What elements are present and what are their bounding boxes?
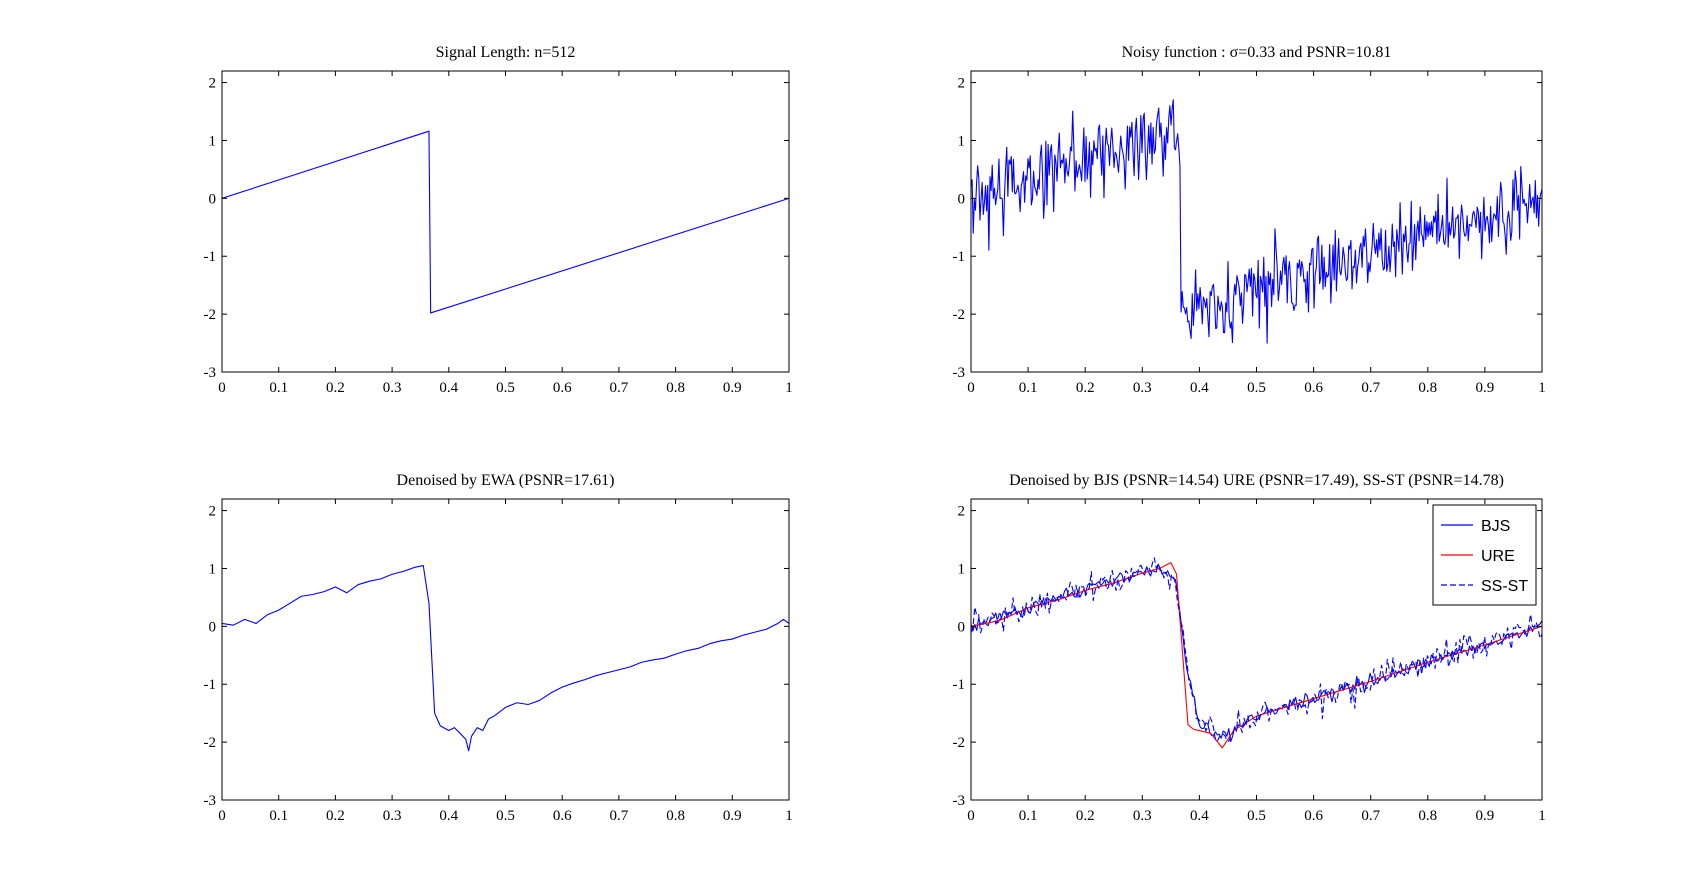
x-tick-label: 0.1 <box>1019 380 1038 396</box>
x-tick-label: 0 <box>967 380 975 396</box>
x-tick-label: 0.3 <box>1133 380 1152 396</box>
y-tick-label: 0 <box>958 191 966 207</box>
y-tick-label: -2 <box>204 735 217 751</box>
series-line <box>971 99 1542 344</box>
x-tick-label: 0.4 <box>1190 808 1209 824</box>
subplot-title: Denoised by EWA (PSNR=17.61) <box>397 472 615 489</box>
x-tick-label: 0.6 <box>1304 808 1323 824</box>
y-tick-label: 0 <box>209 619 217 635</box>
x-tick-label: 0.3 <box>1133 808 1152 824</box>
x-tick-label: 0.8 <box>666 380 685 396</box>
y-tick-label: -1 <box>204 677 217 693</box>
x-tick-label: 0.1 <box>1019 808 1038 824</box>
x-tick-label: 0.2 <box>326 380 345 396</box>
series-ss-st-line <box>971 557 1542 743</box>
x-tick-label: 0 <box>967 808 975 824</box>
y-tick-label: -2 <box>204 307 217 323</box>
axes-box <box>221 70 790 373</box>
x-tick-label: 0.5 <box>1247 808 1266 824</box>
x-tick-label: 0 <box>218 380 226 396</box>
series-line <box>222 565 789 752</box>
x-tick-label: 0.5 <box>1247 380 1266 396</box>
x-tick-label: 0.7 <box>1361 808 1380 824</box>
x-tick-label: 0.4 <box>439 808 458 824</box>
y-tick-label: 1 <box>958 561 966 577</box>
x-tick-label: 1 <box>785 380 793 396</box>
x-tick-label: 0.9 <box>723 808 742 824</box>
axes-box <box>221 498 790 801</box>
x-tick-label: 0.8 <box>666 808 685 824</box>
x-tick-label: 0.4 <box>439 380 458 396</box>
y-tick-label: -2 <box>953 735 966 751</box>
y-tick-label: 2 <box>958 504 966 520</box>
y-tick-label: -2 <box>953 307 966 323</box>
x-tick-label: 0.9 <box>1476 808 1495 824</box>
subplot-3: Denoised by EWA (PSNR=17.61) 0 0.1 0.2 0.3 0.… <box>204 472 793 824</box>
y-tick-label: 2 <box>958 76 966 92</box>
series-group <box>971 557 1542 749</box>
subplot-4: Denoised by BJS (PSNR=14.54) URE (PSNR=1… <box>953 472 1546 824</box>
series-group <box>222 565 789 752</box>
x-tick-label: 0.6 <box>553 380 572 396</box>
x-tick-label: 0.3 <box>383 808 402 824</box>
y-tick-label: -3 <box>204 793 217 809</box>
y-tick-label: -1 <box>953 249 966 265</box>
x-tick-label: 1 <box>1538 808 1546 824</box>
x-tick-label: 1 <box>785 808 793 824</box>
subplot-2: Noisy function : σ=0.33 and PSNR=10.81 0 0… <box>953 44 1546 396</box>
series-line <box>222 130 789 314</box>
x-tick-label: 0.9 <box>723 380 742 396</box>
legend-label-bjs: BJS <box>1481 518 1510 535</box>
x-tick-label: 0.6 <box>553 808 572 824</box>
x-tick-label: 0.2 <box>326 808 345 824</box>
legend-label-ure: URE <box>1481 548 1515 565</box>
y-tick-label: -3 <box>953 365 966 381</box>
subplot-title: Noisy function : σ=0.33 and PSNR=10.81 <box>1122 44 1392 61</box>
x-tick-label: 0.5 <box>496 808 515 824</box>
y-tick-label: -1 <box>204 249 217 265</box>
y-tick-label: 0 <box>958 619 966 635</box>
x-tick-label: 0.5 <box>496 380 515 396</box>
x-tick-label: 0.7 <box>610 380 629 396</box>
series-group <box>971 99 1542 344</box>
x-tick-label: 0.3 <box>383 380 402 396</box>
y-tick-label: 1 <box>958 133 966 149</box>
x-tick-label: 0.9 <box>1476 380 1495 396</box>
subplot-1: Signal Length: n=512 0 0.1 0.2 0.3 0.4 0.5 0.6 0… <box>204 44 793 396</box>
x-tick-label: 0.7 <box>1361 380 1380 396</box>
x-tick-label: 0 <box>218 808 226 824</box>
y-tick-label: 2 <box>209 504 217 520</box>
y-tick-label: -1 <box>953 677 966 693</box>
x-tick-label: 0.2 <box>1076 380 1095 396</box>
x-tick-label: 0.8 <box>1418 380 1437 396</box>
x-tick-label: 0.1 <box>269 808 288 824</box>
y-tick-label: -3 <box>204 365 217 381</box>
series-ure-line <box>971 562 1542 749</box>
subplot-title: Denoised by BJS (PSNR=14.54) URE (PSNR=1… <box>1009 472 1504 489</box>
axes-box <box>970 70 1543 373</box>
y-tick-label: 1 <box>209 133 217 149</box>
y-tick-label: 1 <box>209 561 217 577</box>
y-tick-label: 2 <box>209 76 217 92</box>
legend-label-ss-st: SS-ST <box>1481 578 1528 595</box>
subplot-title: Signal Length: n=512 <box>436 44 576 61</box>
legend: BJS URE SS-ST <box>1432 504 1537 606</box>
x-tick-label: 0.7 <box>610 808 629 824</box>
x-tick-label: 1 <box>1538 380 1546 396</box>
x-tick-label: 0.4 <box>1190 380 1209 396</box>
x-tick-label: 0.6 <box>1304 380 1323 396</box>
x-tick-label: 0.2 <box>1076 808 1095 824</box>
series-group <box>222 130 789 314</box>
y-tick-label: -3 <box>953 793 966 809</box>
y-tick-label: 0 <box>209 191 217 207</box>
x-tick-label: 0.8 <box>1418 808 1437 824</box>
x-tick-label: 0.1 <box>269 380 288 396</box>
